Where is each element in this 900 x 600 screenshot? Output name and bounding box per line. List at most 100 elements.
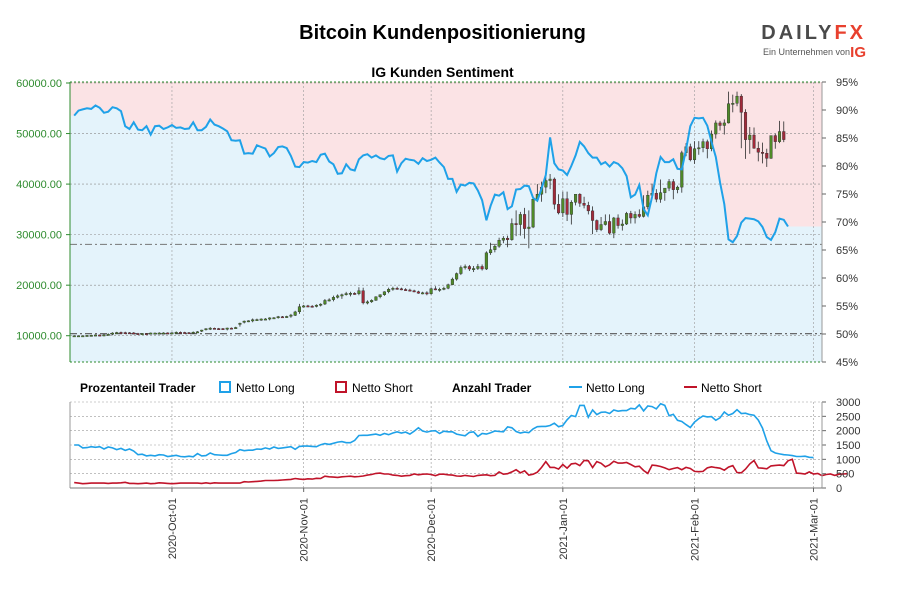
candle-body [591, 210, 595, 221]
candle-body [276, 316, 280, 319]
candle-body [374, 296, 378, 301]
candle-body [170, 332, 174, 335]
candle-body [608, 221, 612, 234]
x-tick-label: 2020-Dec-01 [426, 498, 438, 562]
candle-body [81, 335, 85, 338]
candle-body [603, 221, 607, 225]
pct-tick-label: 65% [836, 245, 858, 257]
candle-body [319, 303, 323, 306]
candle-body [727, 103, 731, 124]
candle-body [115, 332, 119, 334]
candle-body [200, 329, 204, 332]
candle-body [595, 220, 599, 230]
candle-body [149, 332, 153, 335]
price-tick-label: 20000.00 [16, 280, 62, 292]
candle-body [467, 266, 471, 270]
pct-tick-label: 80% [836, 161, 858, 173]
candle-body [659, 192, 663, 200]
candle-body [306, 305, 310, 308]
candle-body [714, 122, 718, 135]
candle-body [548, 178, 552, 181]
candle-body [153, 332, 157, 335]
x-tick-label: 2020-Oct-01 [167, 498, 179, 559]
candle-body [157, 332, 161, 335]
price-tick-label: 60000.00 [16, 78, 62, 90]
pct-tick-label: 70% [836, 217, 858, 229]
candle-body [701, 141, 705, 148]
x-tick-label: 2021-Jan-01 [558, 498, 570, 560]
candle-body [777, 131, 782, 142]
legend-long-box-icon [219, 381, 231, 393]
chart-subtitle: IG Kunden Sentiment [371, 64, 514, 80]
candle-body [255, 319, 259, 321]
candle-body [183, 332, 187, 334]
candle-body [217, 328, 221, 330]
pct-tick-label: 50% [836, 329, 858, 341]
candle-body [174, 332, 178, 334]
pct-tick-label: 55% [836, 301, 858, 313]
candle-body [314, 304, 318, 307]
candle-body [552, 178, 556, 205]
pct-tick-label: 75% [836, 189, 858, 201]
count-tick-label: 1000 [836, 454, 860, 466]
candle-body [268, 317, 272, 320]
candle-body [72, 335, 76, 338]
candle-body [76, 335, 81, 338]
candle-body [756, 148, 760, 153]
candle-body [132, 332, 136, 335]
count-tick-label: 3000 [836, 397, 860, 409]
candle-body [285, 316, 289, 318]
legend-pct-long: Netto Long [236, 381, 295, 395]
logo-tagline: Ein Unternehmen von [762, 47, 850, 57]
candle-body [612, 217, 616, 234]
candle-body [229, 327, 233, 330]
candle-body [697, 147, 701, 150]
pct-tick-label: 85% [836, 133, 858, 145]
count-tick-label: 1500 [836, 440, 860, 452]
candle-body [348, 293, 352, 295]
x-tick-label: 2020-Nov-01 [299, 498, 311, 562]
pct-tick-label: 60% [836, 273, 858, 285]
candle-body [489, 249, 493, 254]
price-tick-label: 40000.00 [16, 179, 62, 191]
candle-body [263, 318, 267, 321]
candle-body [93, 334, 98, 337]
candle-body [629, 213, 633, 219]
legend-count-long: Netto Long [586, 381, 645, 395]
candle-body [633, 214, 637, 219]
price-tick-label: 10000.00 [16, 331, 62, 343]
candle-body [765, 153, 769, 159]
candle-body [735, 95, 739, 104]
candle-body [187, 332, 191, 335]
candle-body [98, 334, 102, 337]
candle-body [408, 289, 412, 292]
candle-body [663, 187, 667, 193]
candle-body [506, 237, 510, 240]
logo-wordmark: DAILYFX [761, 22, 866, 45]
candle-body [510, 223, 514, 240]
count-tick-label: 2500 [836, 411, 860, 423]
candle-body [569, 202, 573, 215]
candle-body [399, 288, 403, 291]
candle-body [438, 289, 442, 291]
candle-body [416, 291, 420, 294]
candle-body [391, 288, 395, 290]
candle-body [344, 293, 348, 295]
net-long-count-series [74, 402, 814, 459]
candle-body [259, 318, 263, 321]
pct-tick-label: 45% [836, 357, 858, 369]
candle-body [450, 278, 454, 285]
candle-body [565, 198, 569, 215]
candle-body [514, 223, 518, 225]
pct-tick-label: 95% [836, 77, 858, 89]
count-tick-label: 0 [836, 483, 842, 495]
candle-body [497, 239, 501, 247]
candle-body [739, 95, 743, 113]
legend-pct-short: Netto Short [352, 381, 413, 395]
candle-body [527, 226, 531, 229]
legend-count-short: Netto Short [701, 381, 762, 395]
candle-body [688, 146, 692, 161]
candle-body [484, 252, 488, 270]
logo-word-left: DAILY [761, 22, 835, 44]
net-long-pct-series [73, 104, 789, 244]
